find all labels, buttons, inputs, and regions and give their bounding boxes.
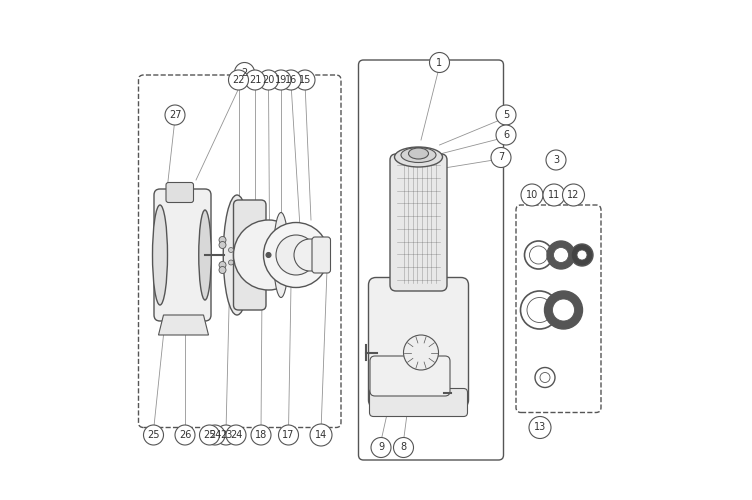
Text: 25: 25 (147, 430, 159, 440)
Circle shape (521, 184, 543, 206)
Polygon shape (159, 315, 208, 335)
Text: 26: 26 (179, 430, 191, 440)
Text: 21: 21 (249, 75, 261, 85)
Circle shape (219, 242, 226, 248)
Text: 20: 20 (262, 75, 274, 85)
FancyBboxPatch shape (312, 237, 330, 273)
Text: 10: 10 (526, 190, 538, 200)
Text: 2: 2 (241, 68, 247, 78)
FancyBboxPatch shape (154, 189, 211, 321)
Circle shape (562, 184, 584, 206)
FancyBboxPatch shape (369, 388, 468, 416)
Circle shape (496, 125, 516, 145)
Text: 12: 12 (567, 190, 580, 200)
Circle shape (281, 70, 301, 90)
Ellipse shape (408, 148, 429, 159)
Circle shape (295, 70, 315, 90)
Ellipse shape (401, 148, 436, 162)
Circle shape (216, 425, 236, 445)
Text: 7: 7 (498, 152, 504, 162)
Circle shape (263, 222, 329, 288)
Ellipse shape (223, 195, 250, 315)
Text: 14: 14 (315, 430, 327, 440)
Text: 9: 9 (378, 442, 384, 452)
Circle shape (205, 425, 225, 445)
Ellipse shape (395, 147, 442, 167)
Circle shape (371, 438, 391, 458)
Text: 16: 16 (285, 75, 297, 85)
Ellipse shape (199, 210, 211, 300)
Circle shape (199, 425, 220, 445)
FancyBboxPatch shape (370, 356, 450, 396)
Text: 1: 1 (436, 58, 443, 68)
Circle shape (496, 105, 516, 125)
Circle shape (245, 70, 265, 90)
Circle shape (310, 424, 332, 446)
FancyBboxPatch shape (234, 200, 266, 310)
FancyBboxPatch shape (166, 182, 193, 203)
Circle shape (219, 236, 226, 244)
Text: 19: 19 (275, 75, 287, 85)
Ellipse shape (153, 205, 168, 305)
Circle shape (234, 220, 304, 290)
Circle shape (553, 299, 575, 321)
Text: 25: 25 (203, 430, 216, 440)
Text: 6: 6 (503, 130, 509, 140)
Circle shape (540, 372, 550, 382)
Text: 23: 23 (220, 430, 232, 440)
Circle shape (294, 239, 326, 271)
Circle shape (266, 252, 271, 258)
Circle shape (577, 250, 587, 260)
Text: 8: 8 (400, 442, 407, 452)
Text: 3: 3 (553, 155, 559, 165)
Text: 24: 24 (209, 430, 221, 440)
Text: 11: 11 (548, 190, 560, 200)
Circle shape (276, 235, 316, 275)
Text: 18: 18 (255, 430, 267, 440)
Circle shape (278, 425, 299, 445)
Text: 22: 22 (232, 75, 244, 85)
Circle shape (527, 298, 552, 322)
Circle shape (571, 244, 593, 266)
Circle shape (226, 425, 246, 445)
Circle shape (219, 262, 226, 268)
Text: 17: 17 (282, 430, 295, 440)
Circle shape (546, 150, 566, 170)
Circle shape (165, 105, 185, 125)
Circle shape (219, 266, 226, 274)
Text: 13: 13 (534, 422, 546, 432)
Circle shape (251, 425, 271, 445)
Text: 15: 15 (299, 75, 311, 85)
Circle shape (259, 70, 278, 90)
Circle shape (544, 291, 583, 329)
Circle shape (491, 148, 511, 168)
Circle shape (529, 416, 551, 438)
Circle shape (429, 52, 450, 72)
Circle shape (543, 184, 565, 206)
Text: 5: 5 (503, 110, 509, 120)
Text: 24: 24 (230, 430, 242, 440)
Text: 27: 27 (168, 110, 181, 120)
Circle shape (271, 70, 291, 90)
Circle shape (547, 241, 575, 269)
Circle shape (229, 260, 234, 265)
Circle shape (175, 425, 195, 445)
FancyBboxPatch shape (368, 278, 468, 407)
Ellipse shape (274, 212, 289, 298)
FancyBboxPatch shape (390, 154, 447, 291)
Circle shape (235, 62, 254, 82)
Circle shape (229, 248, 234, 252)
Circle shape (393, 438, 414, 458)
Circle shape (144, 425, 163, 445)
Circle shape (529, 246, 547, 264)
Circle shape (553, 248, 569, 262)
Circle shape (404, 335, 438, 370)
Circle shape (229, 70, 248, 90)
